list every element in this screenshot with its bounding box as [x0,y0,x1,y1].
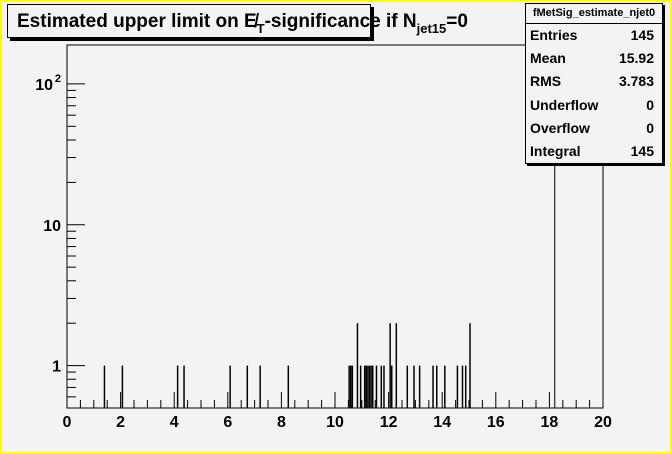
chart-title: Estimated upper limit on E̸T-significanc… [7,4,468,38]
stats-value: 15.92 [618,50,654,67]
x-tick-label: 16 [487,414,505,431]
histogram-bin [359,365,362,408]
histogram-bin [121,365,124,408]
stats-value: 3.783 [618,73,654,90]
histogram-bin [246,365,249,408]
histogram-bin [375,365,378,408]
stats-label: Integral [530,142,581,159]
stats-histogram-name: fMetSig_estimate_njet0 [526,4,662,24]
title-subscript: T [256,21,265,36]
histogram-bin [103,365,106,408]
stats-label: RMS [530,73,562,90]
histogram-bin [287,365,290,408]
histogram-bin [350,365,352,408]
histogram-bin [413,365,415,408]
histogram-bin [380,365,383,408]
histogram-bin [456,365,459,408]
histogram-bin [371,365,374,408]
stats-box: fMetSig_estimate_njet0 Entries 145 Mean 15… [525,3,663,164]
stats-row-underflow: Underflow 0 [526,94,662,117]
histogram-bin [432,365,434,408]
stats-row-rms: RMS 3.783 [526,70,662,93]
stats-row-entries: Entries 145 [526,24,662,47]
stats-row-mean: Mean 15.92 [526,47,662,70]
histogram-bin [436,365,438,408]
title-subscript-jet: jet15 [416,21,447,36]
x-tick-label: 6 [223,414,232,431]
histogram-bin [229,365,231,408]
histogram-bin [183,365,185,408]
stats-value: 0 [646,96,654,113]
histogram-bin [383,365,385,408]
histogram-bin [418,365,421,408]
histogram-bin [176,365,179,408]
histogram-bin [395,323,398,408]
histogram-bin [444,365,446,408]
x-tick-label: 10 [326,414,344,431]
stats-label: Mean [530,50,566,67]
histogram-bin [389,323,391,408]
histogram-bin [367,365,369,408]
y-tick-label-exponent: 2 [55,73,61,85]
title-text-mid: -significance if N [264,11,417,32]
histogram-bin [363,365,366,408]
plot-frame [66,44,604,409]
y-tick-label: 1 [52,359,61,376]
stats-label: Underflow [530,96,599,113]
histogram-bin [370,365,372,408]
histogram-bin [348,365,350,408]
stats-value: 0 [646,119,654,136]
x-tick-label: 0 [63,414,72,431]
stats-row-integral: Integral 145 [526,140,662,163]
title-text: Estimated upper limit on E̸ [17,11,257,32]
stats-value: 145 [630,27,654,43]
histogram-bin [461,365,464,408]
x-tick-label: 12 [380,414,398,431]
histogram-bin [464,365,467,408]
histogram-bin [365,365,368,408]
x-tick-label: 2 [116,414,125,431]
x-tick-label: 4 [170,414,179,431]
y-tick-label: 10 [35,77,53,94]
stats-value: 145 [630,142,654,159]
title-text-tail: =0 [446,11,468,32]
x-tick-label: 8 [277,414,286,431]
histogram-bin [406,365,409,408]
histogram-bin [351,365,354,408]
histogram-bin [391,365,393,408]
y-tick-label: 10 [43,218,61,235]
stats-label: Overflow [530,119,590,136]
x-tick-label: 14 [433,414,451,431]
x-tick-label: 18 [541,414,559,431]
histogram-bin [259,365,261,408]
x-tick-label: 20 [594,414,612,431]
histogram-bin [368,365,371,408]
histogram-bin [469,323,471,408]
histogram-bin [356,323,359,408]
stats-label: Entries [530,27,578,43]
stats-row-overflow: Overflow 0 [526,117,662,140]
